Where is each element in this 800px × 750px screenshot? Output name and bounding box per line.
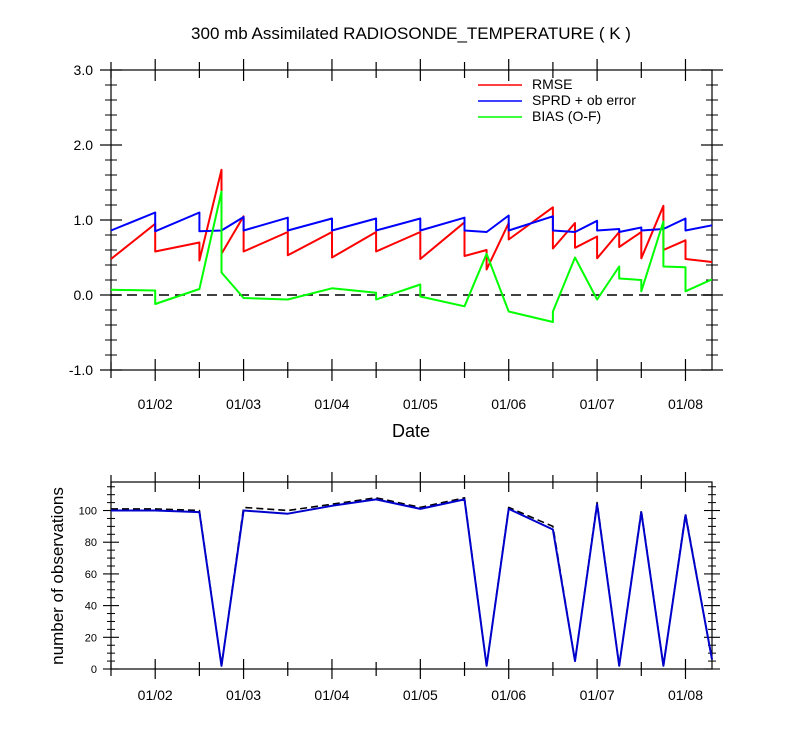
bottom-series-line-nobs — [111, 498, 713, 667]
bottom-x-tick-label: 01/06 — [491, 687, 526, 703]
legend-sprd-label: SPRD + ob error — [532, 92, 636, 108]
legend: RMSE SPRD + ob error BIAS (O-F) — [478, 76, 636, 124]
bottom-x-tick-label: 01/07 — [580, 687, 615, 703]
x-axis-label: Date — [392, 421, 430, 441]
bottom-y-tick-label: 20 — [85, 632, 97, 644]
top-y-tick-label: -1.0 — [69, 362, 93, 378]
top-x-tick-label: 01/07 — [580, 396, 615, 412]
top-y-tick-label: 2.0 — [74, 137, 94, 153]
top-x-tick-label: 01/02 — [138, 396, 173, 412]
top-y-tick-label: 3.0 — [74, 62, 94, 78]
bottom-y-tick-label: 40 — [85, 601, 97, 613]
top-x-tick-label: 01/08 — [668, 396, 703, 412]
bottom-x-tick-label: 01/02 — [138, 687, 173, 703]
top-y-tick-label: 0.0 — [74, 287, 94, 303]
bottom-x-tick-label: 01/04 — [314, 687, 349, 703]
legend-rmse-label: RMSE — [532, 76, 572, 92]
bottom-y-tick-label: 80 — [85, 537, 97, 549]
series-line-rmse — [110, 168, 713, 271]
bottom-y-tick-label: 0 — [91, 664, 97, 676]
series-line-bias — [110, 190, 713, 323]
bottom-plot-frame — [110, 481, 713, 670]
chart-title: 300 mb Assimilated RADIOSONDE_TEMPERATUR… — [191, 24, 631, 43]
bottom-y-tick-label: 60 — [85, 569, 97, 581]
y-axis-label-observations: number of observations — [48, 487, 67, 665]
top-x-tick-label: 01/05 — [403, 396, 438, 412]
legend-bias-label: BIAS (O-F) — [532, 108, 601, 124]
bottom-x-tick-label: 01/03 — [226, 687, 261, 703]
bottom-x-tick-label: 01/08 — [668, 687, 703, 703]
top-x-tick-label: 01/06 — [491, 396, 526, 412]
series-line-sprd — [110, 211, 713, 233]
bottom-x-tick-label: 01/05 — [403, 687, 438, 703]
top-x-tick-label: 01/04 — [314, 396, 349, 412]
bottom-y-tick-label: 100 — [79, 506, 97, 518]
top-y-tick-label: 1.0 — [74, 212, 94, 228]
top-x-tick-label: 01/03 — [226, 396, 261, 412]
